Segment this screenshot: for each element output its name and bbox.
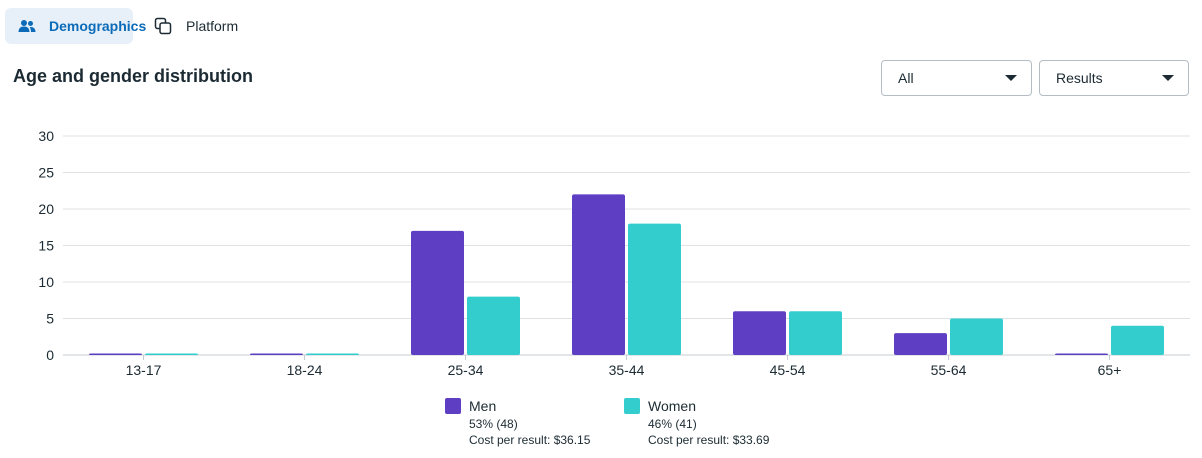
legend-share: 53% (48) xyxy=(469,417,518,431)
caret-down-icon xyxy=(1162,75,1174,81)
y-tick-label: 30 xyxy=(38,128,54,144)
x-tick-label: 35-44 xyxy=(609,362,645,378)
x-tick-label: 65+ xyxy=(1098,362,1122,378)
legend-cost: Cost per result: $36.15 xyxy=(469,433,591,447)
legend-name: Women xyxy=(648,398,696,414)
bar-women-45-54[interactable] xyxy=(789,311,842,355)
tab-bar: Demographics Platform xyxy=(5,8,250,44)
men-swatch xyxy=(445,398,461,414)
tab-label: Demographics xyxy=(49,18,147,34)
metric-dropdown-value: Results xyxy=(1056,70,1103,86)
bar-women-55-64[interactable] xyxy=(950,318,1003,356)
people-icon xyxy=(18,16,36,36)
bar-men-45-54[interactable] xyxy=(733,311,786,355)
bar-men-18-24[interactable] xyxy=(250,353,303,356)
y-tick-label: 0 xyxy=(46,347,54,363)
bar-men-65+[interactable] xyxy=(1055,353,1108,356)
legend-name: Men xyxy=(469,398,497,414)
bar-chart: 0 5 10 15 20 25 30 13-17 18-24 25-34 35-44 45-54 55-… xyxy=(38,128,1190,378)
legend-share: 46% (41) xyxy=(648,417,697,431)
tab-label: Platform xyxy=(186,18,239,34)
x-tick-label: 55-64 xyxy=(931,362,967,378)
legend-cost: Cost per result: $33.69 xyxy=(648,433,770,447)
audience-dropdown[interactable]: All xyxy=(881,60,1032,96)
bar-women-25-34[interactable] xyxy=(467,296,520,355)
bar-women-13-17[interactable] xyxy=(145,353,198,356)
y-tick-label: 25 xyxy=(38,165,54,181)
bar-women-18-24[interactable] xyxy=(306,353,359,356)
metric-dropdown[interactable]: Results xyxy=(1039,60,1189,96)
caret-down-icon xyxy=(1005,75,1017,81)
bar-men-35-44[interactable] xyxy=(572,194,625,355)
bar-women-35-44[interactable] xyxy=(628,223,681,355)
bar-men-55-64[interactable] xyxy=(894,333,947,355)
tab-platform[interactable]: Platform xyxy=(141,8,250,44)
y-tick-label: 5 xyxy=(46,311,54,327)
section-title: Age and gender distribution xyxy=(13,66,254,86)
y-tick-label: 20 xyxy=(38,201,54,217)
bar-men-25-34[interactable] xyxy=(411,230,464,355)
women-swatch xyxy=(624,398,640,414)
copy-icon xyxy=(153,16,173,36)
x-tick-label: 45-54 xyxy=(770,362,806,378)
y-tick-label: 10 xyxy=(38,274,54,290)
audience-dropdown-value: All xyxy=(898,70,914,86)
y-tick-label: 15 xyxy=(38,238,54,254)
bar-women-65+[interactable] xyxy=(1111,325,1164,355)
tab-demographics[interactable]: Demographics xyxy=(5,8,146,44)
x-tick-label: 25-34 xyxy=(448,362,484,378)
bar-men-13-17[interactable] xyxy=(89,353,142,356)
x-tick-label: 18-24 xyxy=(287,362,323,378)
x-tick-label: 13-17 xyxy=(126,362,162,378)
